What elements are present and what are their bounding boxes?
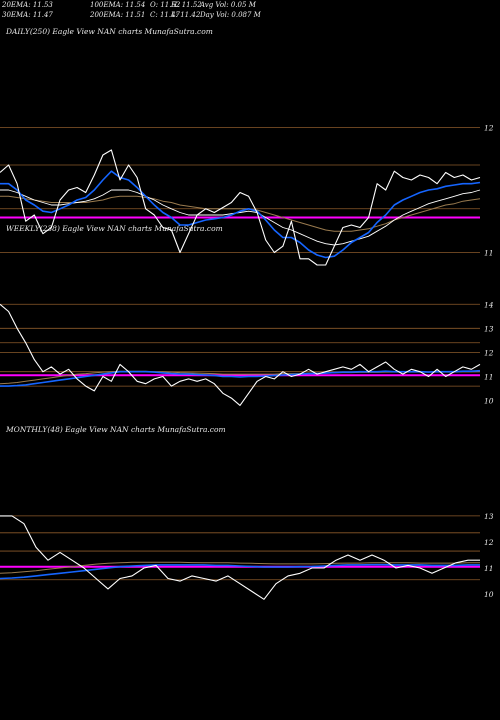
weekly-panel-label: WEEKLY(238) Eagle View NAN charts Munafa… — [6, 224, 223, 233]
ema-mid-series-line — [0, 189, 481, 246]
daily-panel-label: DAILY(250) Eagle View NAN charts MunafaS… — [6, 27, 213, 36]
close-label: C: 11.47 — [150, 11, 180, 19]
y-tick-label: 11 — [484, 564, 494, 573]
price-series-line — [0, 303, 481, 406]
y-tick-label: 14 — [484, 300, 494, 309]
y-tick-label: 10 — [484, 590, 494, 599]
high-label: H: 11.52 — [171, 1, 202, 9]
y-tick-label: 12 — [484, 348, 494, 357]
y-tick-label: 11 — [484, 249, 494, 258]
price-series-line — [0, 149, 481, 266]
ema-short-series-line — [0, 170, 481, 259]
ema100-label: 100EMA: 11.54 — [90, 1, 146, 9]
y-tick-label: 12 — [484, 538, 494, 547]
y-tick-label: 13 — [484, 512, 494, 521]
ema200-label: 200EMA: 11.51 — [90, 11, 146, 19]
y-tick-label: 12 — [484, 124, 494, 133]
daily-chart: 12 11 — [0, 124, 494, 266]
low-label: L: 11.42 — [171, 11, 201, 19]
open-label: O: 11.52 — [150, 1, 181, 9]
avg-vol-label: Avg Vol: 0.05 M — [200, 1, 256, 9]
ema30-label: 30EMA: 11.47 — [2, 11, 53, 19]
ema-short-series-line — [0, 369, 481, 387]
y-tick-label: 11 — [484, 372, 494, 381]
y-tick-label: 10 — [484, 397, 494, 406]
ema20-label: 20EMA: 11.53 — [2, 1, 53, 9]
price-series-line — [0, 515, 480, 600]
day-vol-label: Day Vol: 0.087 M — [200, 11, 261, 19]
weekly-chart: 14 13 12 11 10 — [0, 300, 494, 406]
ema-long-series-line — [0, 195, 481, 232]
ema-short-series-line — [0, 563, 480, 580]
monthly-chart: 13 12 11 10 — [0, 512, 494, 600]
monthly-panel-label: MONTHLY(48) Eagle View NAN charts Munafa… — [6, 425, 226, 434]
y-tick-label: 13 — [484, 324, 494, 333]
